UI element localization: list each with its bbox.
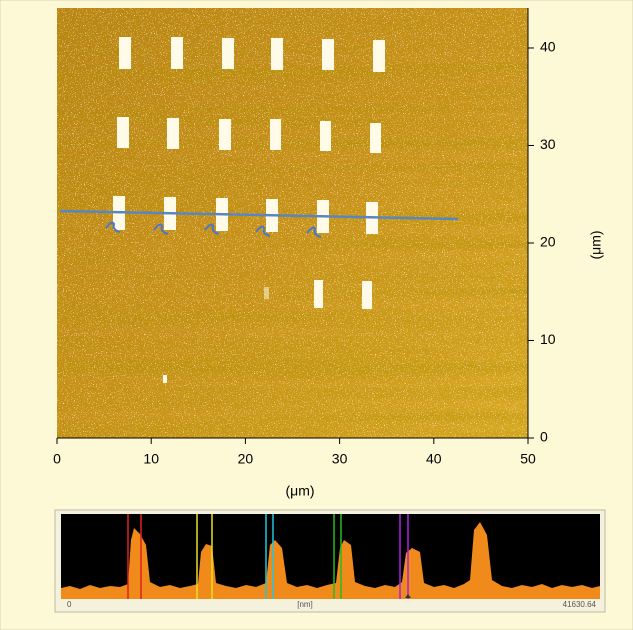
- y-tick-label: 30: [540, 136, 556, 152]
- y-tick-label: 10: [540, 331, 556, 347]
- profile-panel: 0 [nm] 41630.64: [54, 509, 606, 613]
- x-tick-label: 10: [143, 451, 159, 467]
- x-tick-label: 40: [426, 451, 442, 467]
- profile-unit-label: [nm]: [297, 600, 313, 609]
- y-tick-label: 40: [540, 39, 556, 55]
- profile-end-label: 41630.64: [563, 600, 597, 609]
- x-axis-label: (μm): [285, 483, 314, 499]
- x-tick-label: 30: [332, 451, 348, 467]
- x-tick-label: 20: [238, 451, 254, 467]
- y-axis-label: (μm): [588, 230, 604, 259]
- y-tick-label: 0: [540, 429, 548, 445]
- x-tick-label: 50: [520, 451, 536, 467]
- profile-start-label: 0: [67, 600, 72, 609]
- y-tick-label: 20: [540, 234, 556, 250]
- x-tick-label: 0: [53, 451, 61, 467]
- afm-image: [57, 8, 529, 439]
